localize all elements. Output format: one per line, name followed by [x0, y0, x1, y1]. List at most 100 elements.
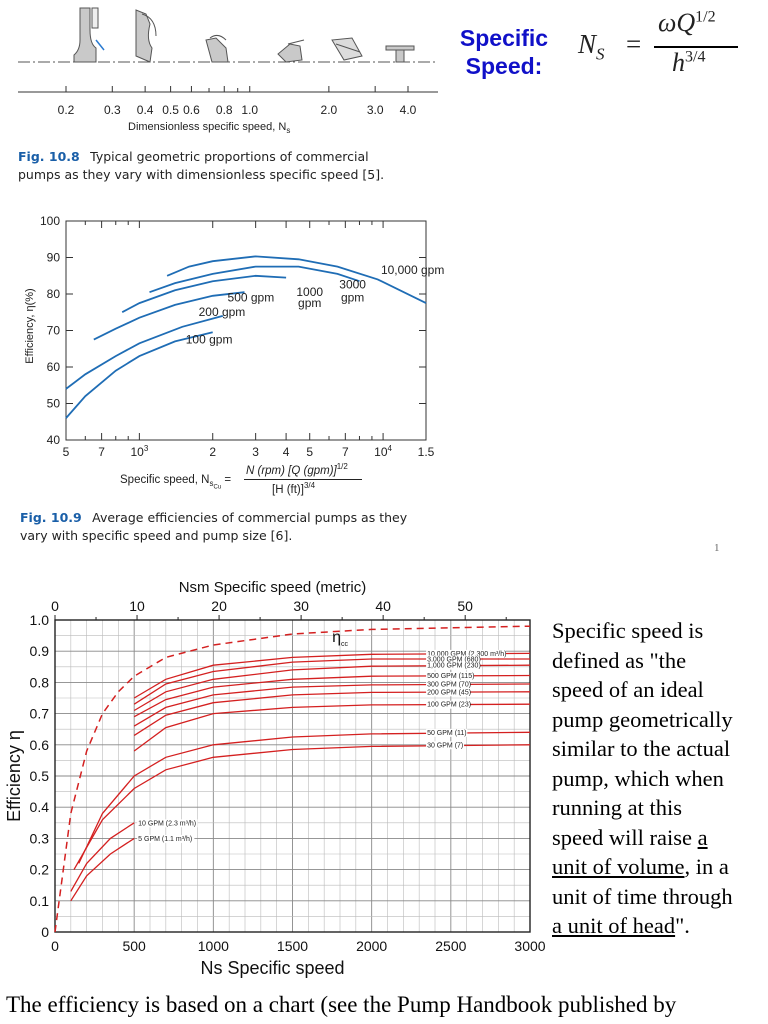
eff-y-tick-label: 0.5	[30, 768, 50, 784]
definition-line: speed will raise a	[552, 824, 708, 850]
eff-series-label-bg	[426, 741, 465, 750]
impeller-axial-icon	[385, 45, 415, 63]
eff-series-curve	[78, 731, 531, 864]
eff-y-tick-label: 0.3	[30, 830, 50, 846]
fig108-caption-line1: Typical geometric proportions of commerc…	[90, 149, 369, 164]
fig109-series-10-000-gpm	[166, 255, 427, 304]
fig109-y-tick-label: 90	[47, 251, 61, 265]
eff-series-label-bg	[137, 834, 195, 843]
fig108-caption: Fig. 10.8 Typical geometric proportions …	[18, 148, 438, 183]
fig108-ticks	[65, 86, 409, 92]
eff-x-tick-label: 1000	[198, 938, 229, 954]
fig109-curve-label: 500 gpm	[228, 290, 275, 304]
fig109-caption-label: Fig. 10.9	[20, 510, 82, 525]
page-number: 1	[714, 542, 720, 554]
impeller-mixed-flow-2-icon	[277, 39, 305, 63]
fig109-x-tick-label: 7	[342, 445, 349, 459]
eff-x-tick-label: 1500	[277, 938, 308, 954]
eff-y-tick-label: 0.2	[30, 862, 50, 878]
fig109-y-tick-label: 70	[47, 324, 61, 338]
eff-y-tick-label: 1.0	[30, 612, 50, 628]
definition-line: speed of an ideal	[552, 677, 704, 702]
eff-series-label: 10 GPM (2.3 m³/h)	[138, 820, 196, 827]
eff-series-curve	[133, 658, 530, 705]
definition-line: Specific speed is	[552, 618, 704, 643]
fig108-axis-labels: Dimensionless specific speed, Ns	[0, 100, 440, 140]
eff-series-curve	[70, 822, 135, 892]
fig109-series-1000-gpm	[121, 274, 287, 313]
eff-series-curve	[133, 691, 531, 736]
formula-denominator: h3/4	[672, 48, 706, 77]
fig109-curve-label: gpm	[298, 296, 321, 310]
fig109-curve-label: 200 gpm	[199, 305, 246, 319]
fig109-x-tick-label: 7	[98, 445, 105, 459]
specific-speed-title: Specific Speed:	[459, 25, 549, 79]
eff-series-curve	[133, 683, 531, 727]
eff-series-label-bg	[426, 661, 481, 670]
eff-x-tick-label: 3000	[514, 938, 545, 954]
fig109-caption-line2: vary with specific speed and pump size […	[20, 528, 293, 543]
eff-envelope-curve	[54, 625, 531, 933]
fig109-x-tick-label: 4	[283, 445, 290, 459]
fig109-plot-frame	[65, 220, 427, 441]
fig109-series-500-gpm	[93, 291, 245, 341]
eff-series-label: 100 GPM (23)	[427, 702, 471, 709]
fig109-y-tick-label: 80	[47, 287, 61, 301]
definition-line: pump geometrically	[552, 706, 733, 732]
impeller-mixed-flow-icon	[205, 34, 229, 63]
eff-y-tick-label: 0	[41, 924, 49, 940]
definition-line: similar to the actual	[552, 736, 731, 761]
eff-y-tick-label: 0.7	[30, 706, 50, 722]
eff-y-tick-label: 0.8	[30, 674, 50, 690]
fig109-curve-label: 100 gpm	[186, 332, 233, 346]
eff-xlabel: Ns Specific speed	[200, 958, 344, 978]
fig109-curve-label: 10,000 gpm	[381, 263, 444, 277]
fig108-tick-label: 0.4	[137, 103, 154, 117]
bottom-text: The efficiency is based on a chart (see …	[6, 992, 677, 1017]
fig108-caption-label: Fig. 10.8	[18, 149, 80, 164]
eff-series-curve	[73, 744, 531, 870]
eff-x2-tick-label: 0	[51, 598, 59, 614]
fig109-x-tick-label: 5	[306, 445, 313, 459]
eff-y-tick-label: 0.6	[30, 737, 50, 753]
definition-line: running at this	[552, 795, 682, 820]
eff-series-label: 1,000 GPM (230)	[427, 663, 481, 670]
impeller-radial-icon	[73, 7, 105, 63]
eff-x2label: Nsm Specific speed (metric)	[179, 579, 367, 596]
formula-equals: =	[626, 29, 642, 59]
eff-series-curve	[133, 664, 531, 712]
fig108-axis-title: Dimensionless specific speed, Ns	[128, 121, 291, 136]
fig109-ylabel-wrap: Efficiency, η(%)	[20, 265, 40, 395]
fig109-x-tick-label: 2	[209, 445, 216, 459]
specific-speed-formula: NS = ωQ1/2 h3/4	[578, 4, 768, 84]
fig108-tick-label: 0.6	[183, 103, 200, 117]
eff-series-label-bg	[426, 680, 471, 689]
eff-x2-tick-label: 30	[293, 598, 309, 614]
eff-series-label: 3,000 GPM (680)	[427, 657, 481, 664]
fig109-ylabel: Efficiency, η(%)	[24, 288, 36, 364]
eff-series-label-bg	[426, 672, 474, 681]
definition-line: unit of volume, in a	[552, 854, 729, 879]
fig109-y-tick-label: 60	[47, 360, 61, 374]
impeller-francis-icon	[135, 9, 157, 63]
fig108-tick-label: 4.0	[400, 103, 417, 117]
eff-series-curve	[70, 837, 135, 902]
eff-x2-tick-label: 20	[211, 598, 227, 614]
eff-series-label-bg	[426, 649, 506, 658]
fig109-x-tick-label: 103	[130, 444, 148, 459]
fig109-curve-label: 1000	[296, 285, 323, 299]
fig109-chart: 5 7 103 2 3 4 5 7 104 1.5 40 50 60 70 80 90 100 10,000 gp…	[40, 214, 444, 459]
eff-x2-tick-label: 50	[457, 598, 473, 614]
fig108-tick-label: 0.5	[162, 103, 179, 117]
eff-series-label: 5 GPM (1.1 m³/h)	[138, 836, 192, 843]
impeller-propeller-icon	[331, 37, 363, 61]
eff-series-label-bg	[426, 700, 471, 709]
fig109-series-3000-gpm	[149, 265, 360, 294]
fig108-tick-label: 2.0	[321, 103, 338, 117]
fig109-series-100-gpm	[65, 331, 213, 419]
eff-ylabel: Efficiency η	[4, 730, 24, 822]
eff-plot-frame	[54, 619, 531, 933]
fig109-caption: Fig. 10.9 Average efficiencies of commer…	[20, 509, 460, 544]
definition-line: a unit of head".	[552, 913, 690, 938]
